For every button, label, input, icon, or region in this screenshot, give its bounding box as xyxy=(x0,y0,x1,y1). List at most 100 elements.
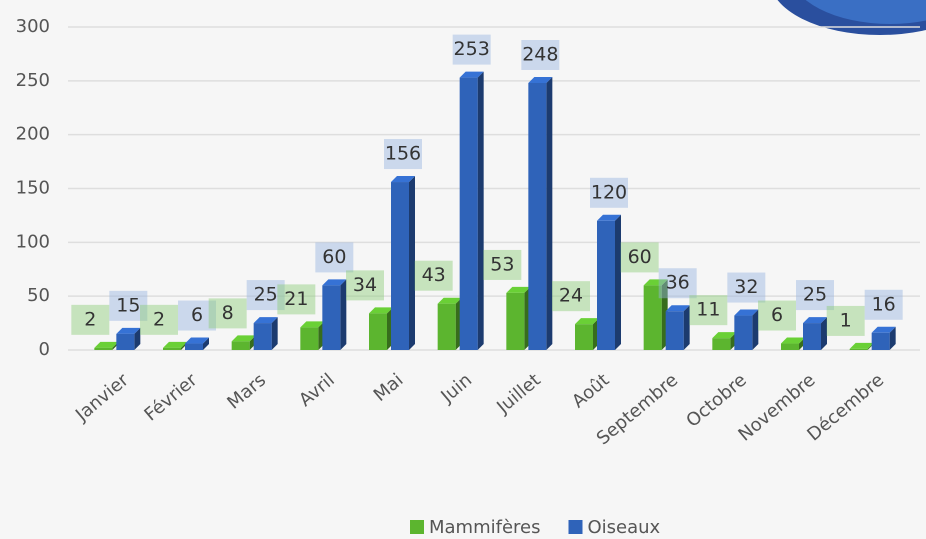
bar-side xyxy=(271,317,278,350)
data-label-box xyxy=(590,177,628,208)
bar-top xyxy=(528,76,553,83)
data-label: 6 xyxy=(191,304,203,326)
data-label: 11 xyxy=(696,299,720,321)
bar xyxy=(322,279,347,350)
bar-front xyxy=(437,303,456,350)
bar-top xyxy=(781,337,805,344)
bar-top xyxy=(185,337,209,344)
bar-top xyxy=(803,317,827,324)
bar-side xyxy=(340,279,347,350)
bar-front xyxy=(506,292,525,350)
bar-front xyxy=(253,323,272,350)
bar-top xyxy=(506,286,531,293)
bar-front xyxy=(734,315,753,350)
bar-front xyxy=(528,82,547,350)
bar-front xyxy=(665,311,684,350)
data-label: 8 xyxy=(222,302,234,324)
bar-front xyxy=(231,341,250,350)
bar-front xyxy=(575,324,593,350)
corner-decoration xyxy=(805,0,926,24)
bar-top xyxy=(734,309,759,316)
data-label-box xyxy=(521,39,560,70)
bar-top xyxy=(597,214,621,221)
data-label: 25 xyxy=(254,284,278,306)
legend-label: Mammifères xyxy=(429,517,541,538)
bar-top xyxy=(712,332,737,339)
bar-front xyxy=(185,343,203,350)
data-label: 253 xyxy=(454,38,490,60)
legend-label: Oiseaux xyxy=(588,517,661,538)
bar-side xyxy=(409,176,415,350)
bar-front xyxy=(322,285,341,350)
data-label-box xyxy=(414,260,453,291)
data-label-box xyxy=(689,295,728,326)
data-label: 43 xyxy=(422,264,446,286)
bar-side xyxy=(752,309,759,350)
bar-front xyxy=(369,313,387,350)
data-label: 53 xyxy=(490,253,514,275)
bar-side xyxy=(203,337,209,350)
bar-side xyxy=(546,76,553,350)
bar-side xyxy=(889,326,896,350)
bar xyxy=(734,309,759,350)
data-label-box xyxy=(384,139,422,170)
data-label-box xyxy=(208,298,247,329)
bar xyxy=(803,317,827,350)
data-label-box xyxy=(346,270,384,301)
bar-top xyxy=(369,307,393,314)
bar-top xyxy=(849,342,874,349)
bar-front xyxy=(712,338,731,350)
data-label-box xyxy=(483,249,522,280)
bar-top xyxy=(231,335,256,342)
data-label: 156 xyxy=(385,143,421,165)
data-label-box xyxy=(826,305,865,336)
data-label: 21 xyxy=(284,288,308,310)
data-label: 34 xyxy=(353,274,377,296)
bar-front xyxy=(803,323,821,350)
bar xyxy=(528,76,553,350)
y-tick-label: 250 xyxy=(16,70,50,91)
bar-top xyxy=(665,305,690,312)
data-label: 32 xyxy=(734,276,758,298)
data-label-box xyxy=(727,272,766,303)
data-label: 15 xyxy=(116,294,140,316)
bar-side xyxy=(477,71,484,350)
data-label-box xyxy=(452,34,491,65)
y-tick-label: 200 xyxy=(16,124,50,145)
bar xyxy=(185,337,209,350)
data-label-box xyxy=(620,242,659,273)
bar xyxy=(253,317,278,350)
y-tick-label: 50 xyxy=(27,285,50,306)
data-label: 16 xyxy=(872,293,896,315)
data-label-box xyxy=(246,280,285,311)
data-label: 2 xyxy=(84,308,96,330)
data-label: 60 xyxy=(628,246,652,268)
bar-front xyxy=(163,347,181,350)
bar-front xyxy=(391,182,409,350)
bar-side xyxy=(821,317,827,350)
bar-top xyxy=(253,317,278,324)
bar-top xyxy=(459,71,484,78)
data-label-box xyxy=(109,290,148,321)
data-label-box xyxy=(315,242,354,273)
bar-top xyxy=(575,318,599,325)
data-label: 25 xyxy=(803,284,827,306)
data-label-box xyxy=(552,281,590,312)
bar-front xyxy=(871,332,890,350)
bar-top xyxy=(437,297,462,304)
bar-front xyxy=(459,77,478,350)
data-label-box xyxy=(658,268,697,299)
y-tick-label: 100 xyxy=(16,231,50,252)
bar-front xyxy=(94,347,113,350)
data-label-box xyxy=(71,304,110,335)
bar-front xyxy=(116,333,135,350)
data-label-box xyxy=(140,304,178,335)
bar-front xyxy=(849,348,868,350)
bar xyxy=(459,71,484,350)
bar-top xyxy=(94,341,119,348)
data-label: 24 xyxy=(559,285,583,307)
bar-top xyxy=(322,279,347,286)
bar-top xyxy=(163,341,187,348)
